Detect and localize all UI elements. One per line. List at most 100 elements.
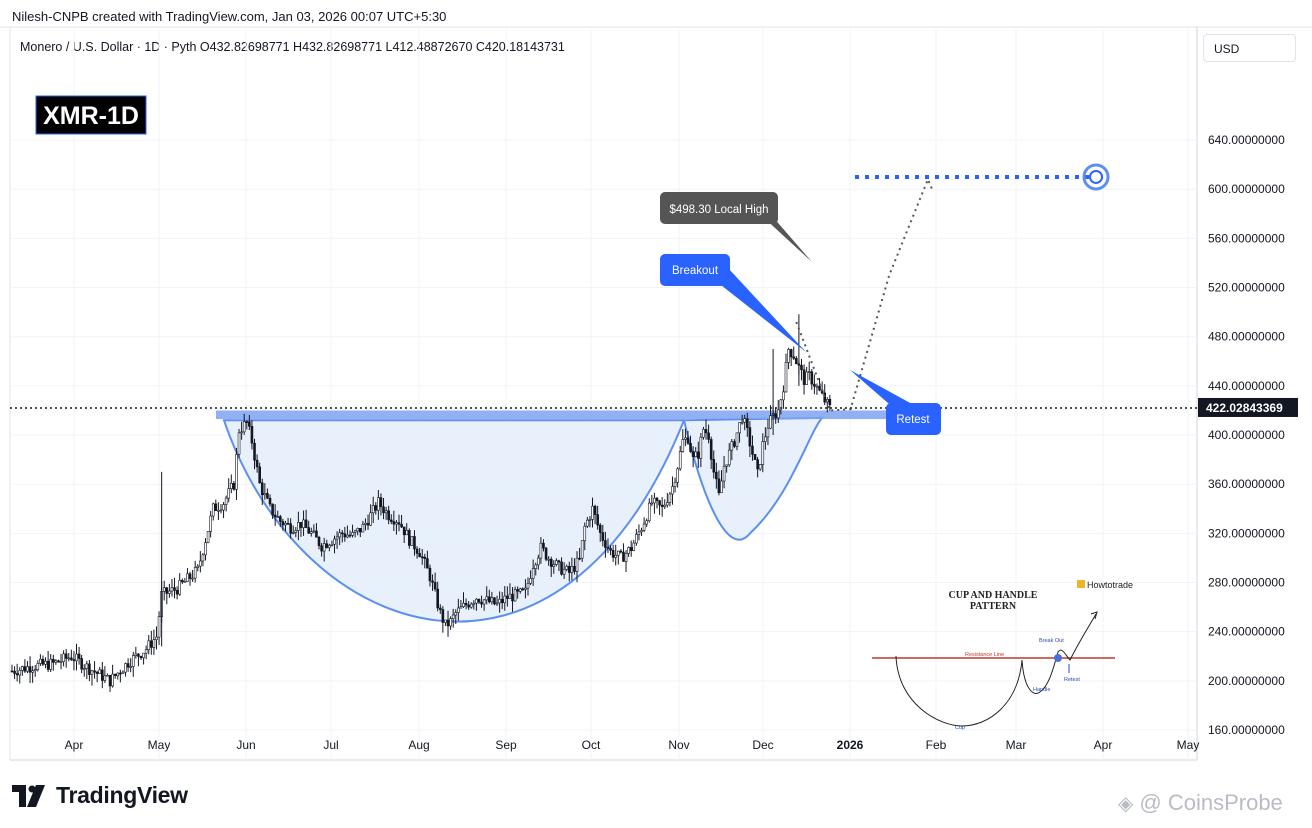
candle-body: [457, 607, 460, 613]
candle-body: [263, 493, 267, 496]
candle-body: [562, 568, 566, 575]
candle-body: [676, 468, 679, 483]
candle-body: [655, 497, 659, 501]
candle-body: [227, 488, 231, 499]
candle-body: [219, 509, 223, 512]
candle-body: [358, 528, 362, 533]
candle-body: [609, 548, 612, 551]
candle-body: [681, 439, 685, 452]
candle-body: [715, 471, 718, 480]
candle-body: [764, 436, 767, 442]
time-tick-label: May: [1177, 738, 1200, 752]
candle-body: [183, 581, 187, 583]
candle-body: [756, 459, 759, 470]
candle-body: [462, 602, 465, 607]
candle-body: [787, 349, 790, 363]
candle-body: [382, 506, 385, 514]
candle-body: [152, 639, 156, 648]
inset-breakout-dot: [1054, 654, 1062, 662]
candle-body: [101, 669, 104, 681]
candle-body: [815, 385, 819, 388]
candle-body: [751, 445, 754, 455]
candle-body: [671, 486, 674, 495]
candle-body: [712, 459, 716, 473]
candle-body: [660, 504, 664, 507]
candle-body: [464, 602, 468, 606]
candle-body: [601, 532, 605, 541]
price-tick-label: 160.00000000: [1208, 723, 1285, 737]
watermark: ◈ @ CoinsProbe: [1118, 790, 1283, 816]
tradingview-logo[interactable]: TradingView: [12, 782, 188, 809]
candle-body: [684, 437, 687, 440]
candle-body: [426, 558, 429, 569]
candle-body: [707, 432, 710, 440]
candle-body: [284, 522, 287, 526]
candle-body: [503, 595, 507, 604]
candle-body: [516, 589, 519, 592]
candle-body: [142, 652, 145, 659]
candle-body: [273, 514, 277, 518]
candle-body: [44, 660, 47, 665]
candle-body: [250, 425, 254, 444]
candle-body: [444, 619, 447, 623]
candle-body: [297, 522, 300, 531]
candle-body: [696, 451, 700, 459]
cup-handle-inset: CUP AND HANDLE PATTERN Howtotrade Resist…: [872, 580, 1133, 731]
candle-body: [346, 534, 349, 538]
candle-body: [113, 673, 117, 676]
candle-body: [356, 528, 360, 532]
candle-body: [23, 666, 27, 672]
candle-body: [214, 503, 218, 511]
candle-body: [792, 356, 796, 359]
candle-body: [333, 538, 336, 545]
local-high-label: $498.30 Local High: [669, 204, 768, 216]
candle-body: [694, 451, 698, 458]
candle-body: [725, 464, 728, 467]
price-tick-label: 640.00000000: [1208, 133, 1285, 147]
time-tick-label: Apr: [65, 738, 84, 752]
candle-body: [717, 478, 721, 494]
candle-body: [730, 441, 734, 451]
candle-body: [289, 523, 292, 534]
candle-body: [111, 673, 114, 687]
candle-body: [199, 560, 202, 567]
time-tick-label: Apr: [1094, 738, 1113, 752]
candle-body: [103, 675, 107, 681]
candle-body: [72, 659, 76, 662]
candle-body: [80, 658, 83, 670]
time-tick-label: 2026: [837, 738, 864, 752]
candle-body: [454, 612, 458, 616]
candle-body: [286, 522, 290, 525]
candle-body: [828, 399, 832, 406]
candle-body: [384, 510, 388, 514]
candle-body: [575, 557, 579, 572]
candle-body: [748, 427, 752, 447]
candle-body: [498, 598, 501, 604]
candle-body: [191, 577, 194, 580]
candle-body: [253, 442, 256, 461]
candle-body: [738, 422, 741, 434]
candle-body: [330, 543, 334, 546]
candle-body: [245, 421, 249, 423]
price-tick-label: 480.00000000: [1208, 330, 1285, 344]
candle-body: [513, 589, 517, 602]
candle-body: [611, 549, 615, 558]
currency-button[interactable]: USD: [1203, 34, 1296, 62]
candle-body: [335, 536, 339, 540]
candle-body: [124, 663, 127, 673]
candle-body: [668, 493, 672, 503]
candle-body: [518, 588, 522, 592]
candle-body: [235, 454, 238, 490]
candle-body: [521, 588, 525, 591]
candle-body: [526, 582, 530, 589]
candle-body: [379, 497, 383, 508]
candle-body: [95, 671, 99, 674]
candle-body: [121, 671, 125, 674]
candle-body: [740, 421, 744, 424]
candle-body: [459, 606, 463, 609]
candle-body: [573, 566, 576, 572]
candle-body: [653, 497, 656, 504]
candle-body: [640, 530, 643, 533]
candle-body: [735, 432, 739, 447]
